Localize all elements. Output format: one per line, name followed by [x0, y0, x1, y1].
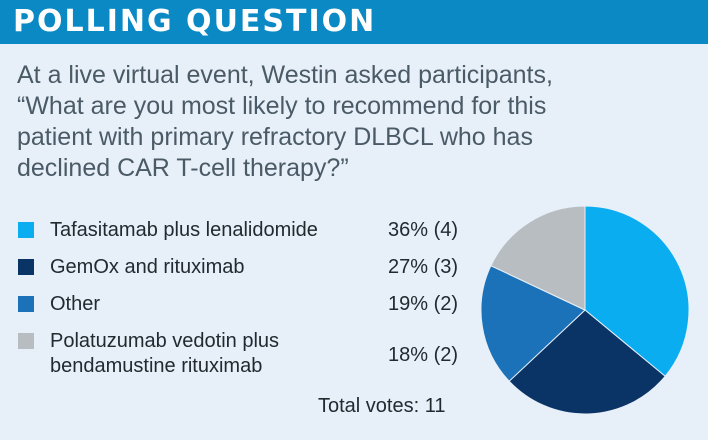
pie-slice — [490, 205, 586, 311]
question-line: patient with primary refractory DLBCL wh… — [17, 123, 533, 151]
legend-item: Tafasitamab plus lenalidomide 36% (4) — [18, 218, 468, 248]
legend-label: bendamustine rituximab — [50, 355, 263, 377]
header-bar: POLLING QUESTION — [0, 0, 708, 44]
pie-slice — [480, 265, 586, 382]
legend-value: 36% (4) — [388, 219, 459, 241]
legend-item: GemOx and rituximab 27% (3) — [18, 255, 468, 285]
legend-label: Other — [50, 293, 101, 315]
legend-label: GemOx and rituximab — [50, 256, 245, 278]
question-text: At a live virtual event, Westin asked pa… — [17, 60, 697, 184]
page-title: POLLING QUESTION — [13, 4, 377, 39]
question-line: “What are you most likely to recommend f… — [17, 92, 547, 120]
question-line: declined CAR T-cell therapy?” — [17, 154, 349, 182]
legend-swatch — [18, 296, 34, 312]
legend-swatch — [18, 333, 34, 349]
pie-slice — [508, 309, 666, 415]
legend-value: 19% (2) — [388, 293, 459, 315]
legend-item: Other 19% (2) — [18, 292, 468, 322]
total-votes: Total votes: 11 — [318, 395, 446, 417]
legend-label: Tafasitamab plus lenalidomide — [50, 219, 318, 241]
legend-swatch — [18, 259, 34, 275]
question-line: At a live virtual event, Westin asked pa… — [17, 61, 553, 89]
legend-label: Polatuzumab vedotin plus — [50, 330, 280, 352]
pie-slice — [584, 205, 690, 377]
legend-item: Polatuzumab vedotin plus bendamustine ri… — [18, 329, 468, 379]
legend-value: 18% (2) — [388, 344, 459, 366]
legend-swatch — [18, 222, 34, 238]
legend-value: 27% (3) — [388, 256, 459, 278]
pie-chart — [480, 205, 690, 415]
